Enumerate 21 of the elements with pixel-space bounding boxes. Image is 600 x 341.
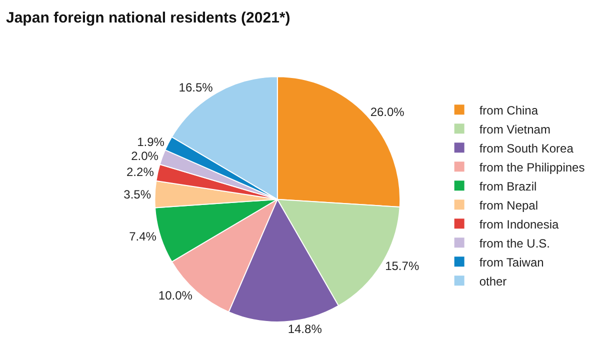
legend-label: from Nepal [479, 198, 538, 212]
data-label: 2.2% [126, 165, 154, 180]
data-label: 2.0% [131, 149, 159, 164]
data-label: 1.9% [137, 134, 165, 149]
chart-title: Japan foreign national residents (2021*) [6, 9, 290, 26]
data-label: 7.4% [129, 229, 157, 244]
legend-label: from the Philippines [479, 160, 585, 174]
legend-label: from Vietnam [479, 122, 550, 136]
legend-label: from the U.S. [479, 236, 550, 250]
data-label: 26.0% [370, 105, 405, 120]
legend-label: from China [479, 103, 538, 118]
data-label: 14.8% [288, 322, 322, 336]
data-label: 10.0% [158, 288, 193, 302]
legend-label: from Taiwan [479, 255, 544, 270]
data-label: 15.7% [385, 259, 420, 274]
legend-label: from Brazil [479, 179, 537, 194]
data-label: 3.5% [124, 187, 152, 202]
data-label: 16.5% [178, 80, 214, 94]
legend-label: from Indonesia [479, 217, 560, 232]
legend-label: from South Korea [479, 141, 574, 156]
legend-label: other [479, 274, 507, 288]
